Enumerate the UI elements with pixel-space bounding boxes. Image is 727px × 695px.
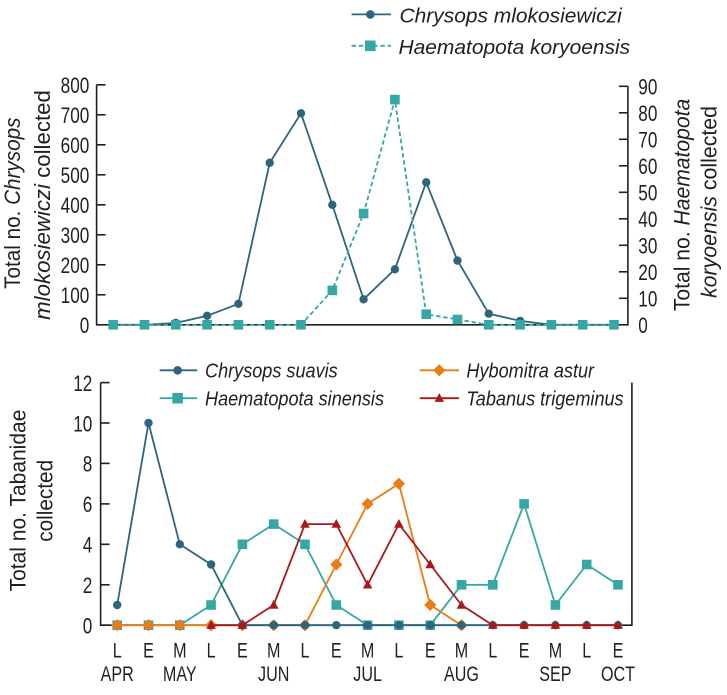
svg-text:0: 0	[83, 615, 93, 640]
svg-text:M: M	[549, 639, 562, 663]
svg-text:40: 40	[638, 208, 657, 233]
svg-text:12: 12	[73, 372, 92, 397]
svg-text:E: E	[425, 639, 436, 663]
svg-text:Total no. Chrysops: Total no. Chrysops	[0, 117, 25, 289]
svg-text:Total no. Tabanidae: Total no. Tabanidae	[6, 410, 31, 592]
svg-text:200: 200	[61, 254, 90, 279]
svg-text:8: 8	[83, 453, 93, 478]
svg-text:L: L	[301, 639, 310, 663]
svg-text:OCT: OCT	[601, 663, 635, 687]
svg-text:400: 400	[61, 194, 90, 219]
svg-text:Total no. Haematopota: Total no. Haematopota	[669, 99, 695, 311]
svg-text:Chrysops mlokosiewiczi: Chrysops mlokosiewiczi	[400, 5, 623, 27]
svg-text:10: 10	[73, 412, 92, 437]
svg-text:70: 70	[638, 129, 657, 154]
svg-text:M: M	[173, 639, 186, 663]
svg-text:mlokosiewiczi collected: mlokosiewiczi collected	[30, 90, 55, 320]
svg-text:800: 800	[61, 74, 90, 99]
svg-text:M: M	[361, 639, 374, 663]
svg-text:M: M	[455, 639, 468, 663]
svg-text:L: L	[394, 639, 403, 663]
svg-text:collected: collected	[33, 460, 58, 542]
svg-text:Haematopota koryoensis: Haematopota koryoensis	[399, 36, 631, 58]
svg-text:AUG: AUG	[444, 663, 479, 687]
svg-text:10: 10	[638, 288, 657, 313]
svg-text:Chrysops suavis: Chrysops suavis	[205, 361, 338, 383]
svg-text:600: 600	[61, 134, 90, 159]
svg-text:E: E	[331, 639, 342, 663]
svg-text:0: 0	[638, 314, 648, 339]
svg-text:90: 90	[638, 76, 657, 101]
svg-text:E: E	[613, 639, 624, 663]
svg-text:700: 700	[61, 104, 90, 129]
svg-text:SEP: SEP	[539, 663, 571, 687]
svg-text:JUL: JUL	[353, 663, 382, 687]
svg-text:Tabanus trigeminus: Tabanus trigeminus	[466, 389, 624, 411]
svg-text:M: M	[267, 639, 280, 663]
svg-text:APR: APR	[101, 663, 134, 687]
svg-text:MAY: MAY	[163, 663, 197, 687]
svg-text:60: 60	[638, 155, 657, 180]
svg-text:500: 500	[61, 164, 90, 189]
svg-text:E: E	[237, 639, 248, 663]
svg-text:0: 0	[80, 314, 90, 339]
svg-text:E: E	[143, 639, 154, 663]
svg-text:4: 4	[83, 534, 93, 559]
svg-text:L: L	[488, 639, 497, 663]
svg-text:20: 20	[638, 261, 657, 286]
svg-text:L: L	[207, 639, 216, 663]
svg-text:100: 100	[61, 284, 90, 309]
svg-text:30: 30	[638, 235, 657, 260]
svg-text:E: E	[519, 639, 530, 663]
svg-text:300: 300	[61, 224, 90, 249]
svg-text:50: 50	[638, 182, 657, 207]
svg-text:L: L	[113, 639, 122, 663]
svg-text:koryoensis collected: koryoensis collected	[696, 106, 721, 298]
svg-text:2: 2	[83, 574, 93, 599]
svg-text:JUN: JUN	[258, 663, 289, 687]
svg-text:Hybomitra astur: Hybomitra astur	[466, 361, 594, 383]
svg-text:L: L	[582, 639, 591, 663]
svg-text:6: 6	[83, 493, 93, 518]
svg-text:Haematopota sinensis: Haematopota sinensis	[205, 389, 384, 411]
svg-text:80: 80	[638, 102, 657, 127]
